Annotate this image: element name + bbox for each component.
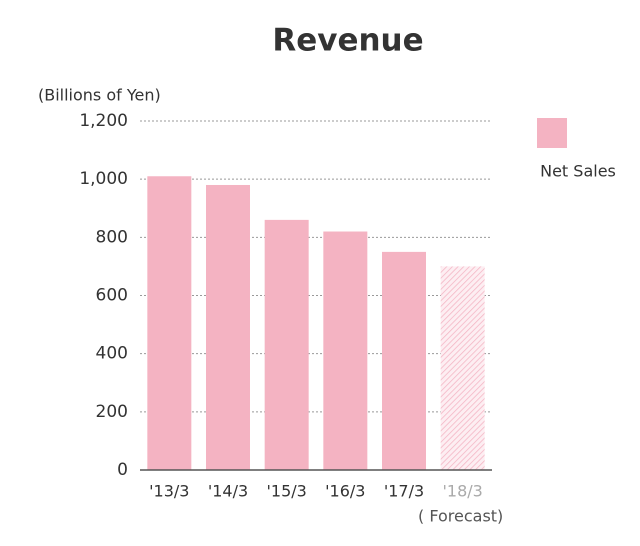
- bar: [382, 251, 426, 470]
- legend-swatch: [537, 118, 567, 148]
- legend-label: Net Sales: [540, 162, 616, 181]
- forecast-label: ( Forecast): [418, 507, 503, 526]
- bar: [323, 231, 368, 470]
- x-tick-label: '16/3: [325, 482, 365, 501]
- x-tick-label: '18/3: [443, 482, 483, 501]
- y-tick-label: 800: [96, 227, 128, 247]
- bar: [264, 219, 309, 470]
- y-tick-label: 200: [96, 402, 128, 422]
- y-tick-label: 1,000: [79, 169, 128, 189]
- bar: [147, 176, 192, 470]
- y-tick-label: 400: [96, 344, 128, 364]
- y-tick-label: 0: [117, 460, 128, 480]
- x-tick-label: '17/3: [384, 482, 424, 501]
- y-axis-label: (Billions of Yen): [38, 86, 161, 105]
- x-tick-label: '15/3: [267, 482, 307, 501]
- bar: [440, 266, 485, 470]
- y-tick-label: 600: [96, 286, 128, 306]
- x-tick-label: '14/3: [208, 482, 248, 501]
- bar: [206, 184, 250, 470]
- x-tick-label: '13/3: [149, 482, 189, 501]
- y-tick-label: 1,200: [79, 111, 128, 131]
- chart-title: Revenue: [272, 23, 423, 59]
